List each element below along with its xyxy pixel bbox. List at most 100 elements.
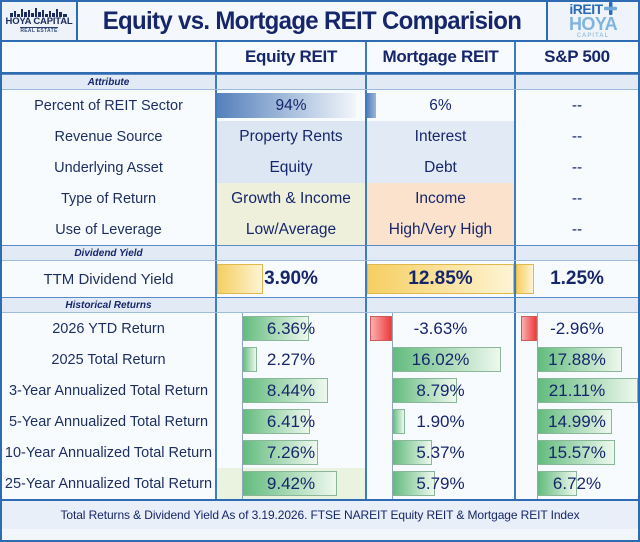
cell-equity: 94%	[215, 90, 365, 121]
cell-sp500: --	[514, 152, 638, 183]
table-row: Use of Leverage Low/Average High/Very Hi…	[2, 214, 638, 245]
bar-positive	[536, 378, 638, 403]
cell-equity: Property Rents	[215, 121, 365, 152]
cell-equity: 2.27%	[215, 344, 365, 375]
cell-value: 5.37%	[416, 442, 465, 462]
cell-equity: 7.26%	[215, 437, 365, 468]
cell-value: Property Rents	[239, 127, 343, 145]
cell-equity: Equity	[215, 152, 365, 183]
cell-value: Income	[415, 189, 466, 207]
section-title-attribute: Attribute	[87, 76, 130, 88]
ireit-logo-top-row: iREIT	[569, 0, 617, 17]
table-row: 25-Year Annualized Total Return 9.42% 5.…	[2, 468, 638, 499]
cell-mortgage: 12.85%	[365, 261, 514, 297]
cell-value: 94%	[275, 96, 307, 114]
row-label: 2026 YTD Return	[2, 313, 215, 344]
cell-value: 14.99%	[548, 411, 606, 431]
column-header-equity-reit: Equity REIT	[215, 42, 365, 72]
bar-positive	[391, 471, 435, 496]
row-label: 25-Year Annualized Total Return	[2, 468, 215, 499]
ireit-hoya-logo: iREIT HOYA CAPITAL	[546, 0, 638, 40]
capital-wordmark: CAPITAL	[576, 32, 610, 39]
cell-value: Growth & Income	[231, 189, 351, 207]
column-header-label	[2, 42, 215, 72]
cell-sp500: 6.72%	[514, 468, 638, 499]
cell-value: 16.02%	[411, 349, 470, 369]
cell-value: 5.79%	[416, 473, 465, 493]
cell-value: Debt	[424, 158, 457, 176]
bar-positive	[536, 471, 577, 496]
header-bar: HOYA CAPITAL REAL ESTATE Equity vs. Mort…	[2, 0, 638, 42]
title-container: Equity vs. Mortgage REIT Comparision	[78, 2, 546, 40]
cell-mortgage: -3.63%	[365, 313, 514, 344]
section-spacer-sp500	[514, 298, 638, 312]
column-header-row: Equity REIT Mortgage REIT S&P 500	[2, 42, 638, 74]
cell-mortgage: Income	[365, 183, 514, 214]
cell-value: 6.41%	[266, 411, 316, 431]
hoya-wordmark: HOYA	[569, 13, 618, 34]
cell-sp500: --	[514, 121, 638, 152]
cell-mortgage: 6%	[365, 90, 514, 121]
cell-value: --	[571, 127, 583, 145]
cell-value: Equity	[269, 158, 313, 176]
section-spacer-equity	[215, 75, 365, 89]
cell-value: -3.63%	[413, 318, 468, 338]
bar-negative	[520, 316, 537, 341]
bar-positive	[242, 440, 318, 465]
table-row: 10-Year Annualized Total Return 7.26% 5.…	[2, 437, 638, 468]
section-header-dividend-yield: Dividend Yield	[2, 245, 638, 261]
section-spacer-equity	[215, 298, 365, 312]
bar-mortgage-percent	[367, 93, 376, 118]
cell-mortgage: 5.37%	[365, 437, 514, 468]
cell-sp500: 14.99%	[514, 406, 638, 437]
table-row: 2026 YTD Return 6.36% -3.63% -2.96%	[2, 313, 638, 344]
row-label: 2025 Total Return	[2, 344, 215, 375]
table-row: Type of Return Growth & Income Income --	[2, 183, 638, 214]
bar-sp500-yield	[516, 264, 535, 294]
section-spacer-sp500	[514, 246, 638, 260]
row-label: Underlying Asset	[2, 152, 215, 183]
row-label: Use of Leverage	[2, 214, 215, 245]
section-header-historical-returns: Historical Returns	[2, 297, 638, 313]
bar-equity-percent	[217, 93, 357, 118]
row-label: Type of Return	[2, 183, 215, 214]
table-row: Revenue Source Property Rents Interest -…	[2, 121, 638, 152]
cell-sp500: 15.57%	[514, 437, 638, 468]
cell-sp500: --	[514, 90, 638, 121]
cell-value: 9.42%	[266, 473, 316, 493]
cell-equity: 6.41%	[215, 406, 365, 437]
bar-positive	[391, 440, 432, 465]
cell-mortgage: 5.79%	[365, 468, 514, 499]
cell-mortgage: 16.02%	[365, 344, 514, 375]
cell-sp500: --	[514, 214, 638, 245]
cell-value: 12.85%	[408, 268, 473, 289]
cell-value: 8.44%	[266, 380, 316, 400]
table-row: 3-Year Annualized Total Return 8.44% 8.7…	[2, 375, 638, 406]
hoya-capital-name: HOYA CAPITAL	[5, 16, 73, 27]
section-title-historical-returns: Historical Returns	[65, 299, 152, 311]
cell-mortgage: Interest	[365, 121, 514, 152]
cell-value: 17.88%	[548, 349, 606, 369]
bar-equity-yield	[217, 264, 263, 294]
cell-mortgage: Debt	[365, 152, 514, 183]
cell-value: Low/Average	[245, 220, 337, 238]
cell-mortgage: 8.79%	[365, 375, 514, 406]
cell-sp500: 17.88%	[514, 344, 638, 375]
cell-value: 2.27%	[266, 349, 316, 369]
city-skyline-icon	[10, 8, 67, 17]
cell-value: 6%	[429, 96, 452, 114]
ireit-wordmark: iREIT	[569, 0, 603, 17]
cell-value: --	[571, 189, 583, 207]
cell-value: 21.11%	[548, 380, 606, 400]
bar-positive	[391, 409, 406, 434]
table-row: 5-Year Annualized Total Return 6.41% 1.9…	[2, 406, 638, 437]
hoya-capital-subtitle: REAL ESTATE	[20, 27, 58, 34]
cell-sp500: 1.25%	[514, 261, 638, 297]
section-header-attribute: Attribute	[2, 74, 638, 90]
cell-value: 8.79%	[416, 380, 465, 400]
cell-value: 6.72%	[552, 473, 602, 493]
row-label: Percent of REIT Sector	[2, 90, 215, 121]
cell-equity: 9.42%	[215, 468, 365, 499]
table-row-dividend-yield: TTM Dividend Yield 3.90% 12.85% 1.25%	[2, 261, 638, 297]
